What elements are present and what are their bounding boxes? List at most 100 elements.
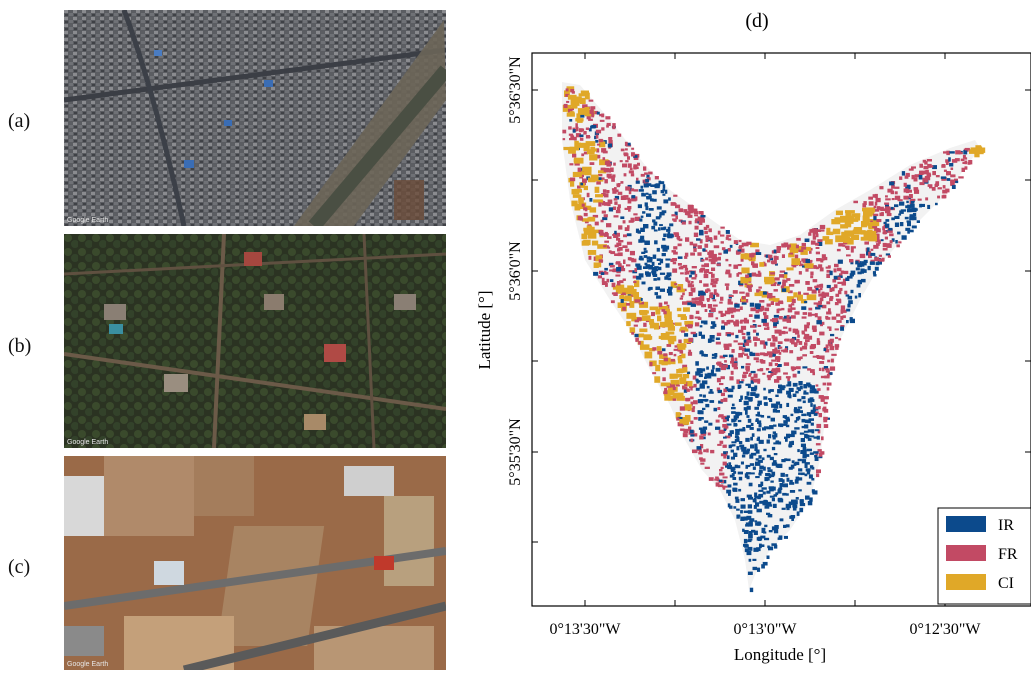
building-fr <box>679 406 685 411</box>
building-fr <box>627 199 632 204</box>
building-ir <box>737 419 742 423</box>
building-ci <box>599 159 609 166</box>
building-ir <box>786 402 790 407</box>
building-fr <box>631 188 635 192</box>
building-fr <box>842 278 846 282</box>
building-ir <box>659 258 664 264</box>
building-fr <box>634 299 640 303</box>
building-fr <box>694 225 699 230</box>
building-fr <box>701 259 705 262</box>
building-fr <box>826 301 831 305</box>
building-fr <box>617 248 621 252</box>
building-fr <box>753 373 758 378</box>
building-fr <box>890 190 894 195</box>
building-fr <box>874 209 880 212</box>
building-fr <box>954 178 958 181</box>
building-ir <box>768 371 774 373</box>
building-fr <box>616 281 621 286</box>
building-ir <box>763 396 768 400</box>
building-fr <box>819 258 825 261</box>
building-ir <box>733 482 738 486</box>
building-fr <box>629 294 635 298</box>
building-ir <box>801 459 807 464</box>
building-ir <box>754 443 758 448</box>
building-ir <box>614 195 620 200</box>
building-ir <box>735 411 740 417</box>
building-fr <box>709 292 714 296</box>
building-ir <box>651 268 656 271</box>
building-fr <box>908 194 913 199</box>
building-fr <box>670 358 676 362</box>
building-fr <box>864 241 869 245</box>
building-fr <box>782 349 788 353</box>
building-fr <box>616 237 621 241</box>
building-ir <box>849 276 853 279</box>
building-ir <box>846 308 851 312</box>
building-ir <box>755 476 760 479</box>
building-ir <box>739 412 743 416</box>
building-fr <box>699 280 702 284</box>
building-fr <box>859 253 866 259</box>
building-ir <box>747 504 752 509</box>
building-ir <box>773 424 777 427</box>
building-ir <box>813 388 817 392</box>
building-ir <box>644 262 648 266</box>
building-ir <box>951 184 956 189</box>
building-fr <box>614 253 620 256</box>
building-ir <box>754 406 759 410</box>
building-fr <box>891 198 895 201</box>
building-fr <box>882 248 888 251</box>
legend-swatch-ci <box>946 574 986 590</box>
building-ci <box>683 307 690 312</box>
building-fr <box>731 314 735 318</box>
building-ir <box>784 272 788 275</box>
building-ir <box>698 418 702 421</box>
building-fr <box>683 209 688 213</box>
building-fr <box>719 355 726 359</box>
building-fr <box>675 215 678 220</box>
building-fr <box>767 293 773 298</box>
building-ir <box>746 550 752 556</box>
building-fr <box>788 327 792 332</box>
building-fr <box>678 219 683 222</box>
building-ir <box>616 267 622 272</box>
building-fr <box>693 232 699 237</box>
building-ci <box>597 178 604 182</box>
building-fr <box>690 396 694 400</box>
building-fr <box>904 175 909 179</box>
building-fr <box>796 338 800 343</box>
building-ir <box>588 128 592 132</box>
building-ir <box>736 508 740 511</box>
building-fr <box>908 189 912 193</box>
building-ir <box>760 535 766 539</box>
building-fr <box>777 283 780 286</box>
building-fr <box>941 164 946 168</box>
building-fr <box>661 367 666 372</box>
building-ir <box>812 490 818 495</box>
building-fr <box>584 207 588 212</box>
building-ir <box>737 249 742 252</box>
building-ir <box>773 314 779 318</box>
building-fr <box>755 249 760 254</box>
building-ir <box>905 184 911 190</box>
building-fr <box>666 344 672 347</box>
building-fr <box>920 170 925 175</box>
building-ir <box>907 229 910 234</box>
building-ir <box>639 255 643 259</box>
building-fr <box>757 368 762 372</box>
building-ir <box>773 404 779 409</box>
building-ir <box>758 484 763 488</box>
building-ir <box>749 302 754 307</box>
building-fr <box>687 214 693 218</box>
building-fr <box>942 185 946 189</box>
building-fr <box>614 201 618 205</box>
building-fr <box>663 357 668 362</box>
building-fr <box>922 177 927 183</box>
building-ir <box>666 229 671 232</box>
building-ir <box>704 354 708 357</box>
building-fr <box>715 476 719 479</box>
building-fr <box>725 435 731 439</box>
building-fr <box>612 174 616 178</box>
building-fr <box>722 364 728 368</box>
satellite-image-a-graphic <box>64 10 446 226</box>
